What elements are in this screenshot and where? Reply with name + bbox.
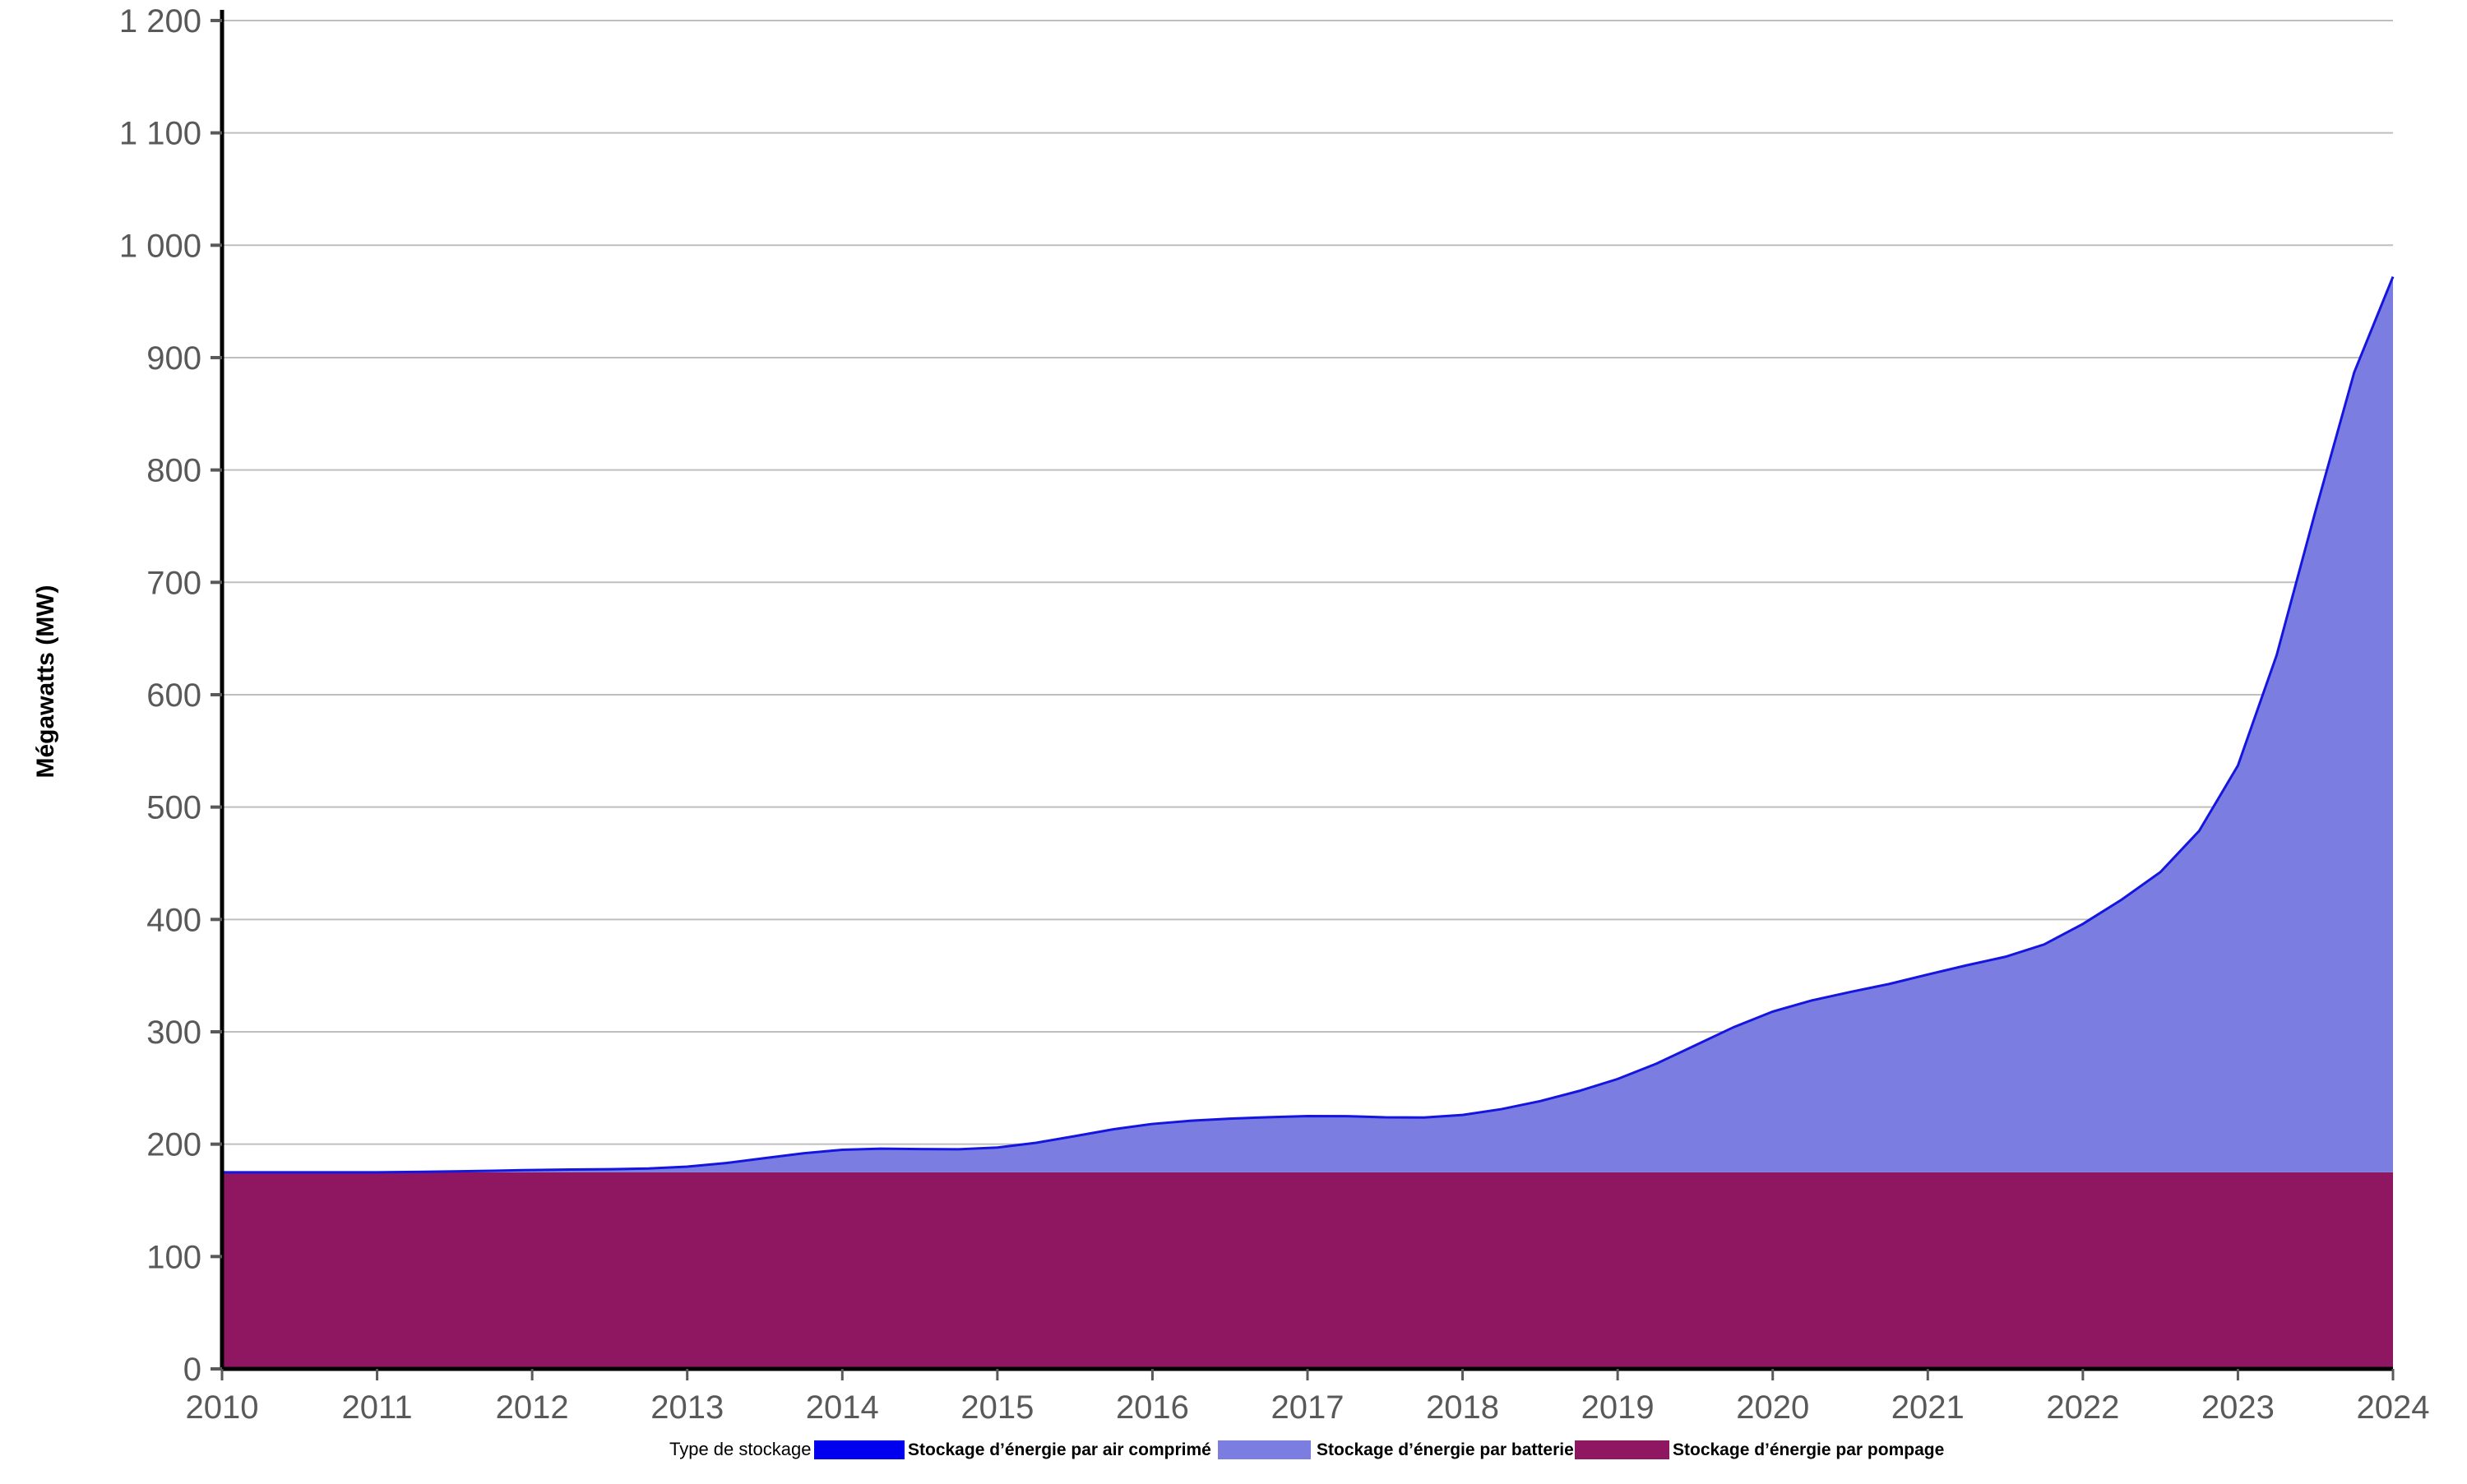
svg-text:2017: 2017 xyxy=(1271,1389,1345,1426)
svg-text:2013: 2013 xyxy=(650,1389,724,1426)
svg-text:300: 300 xyxy=(146,1015,201,1051)
svg-text:500: 500 xyxy=(146,790,201,826)
svg-text:2012: 2012 xyxy=(496,1389,569,1426)
svg-text:Mégawatts (MW): Mégawatts (MW) xyxy=(32,585,59,779)
svg-text:2018: 2018 xyxy=(1426,1389,1499,1426)
svg-text:2014: 2014 xyxy=(806,1389,879,1426)
svg-text:1 000: 1 000 xyxy=(119,228,201,264)
svg-text:0: 0 xyxy=(183,1352,201,1388)
svg-text:2015: 2015 xyxy=(960,1389,1034,1426)
svg-text:2010: 2010 xyxy=(186,1389,259,1426)
svg-text:Type de stockage: Type de stockage xyxy=(669,1439,811,1459)
svg-text:900: 900 xyxy=(146,340,201,377)
svg-text:600: 600 xyxy=(146,677,201,714)
svg-text:1 200: 1 200 xyxy=(119,3,201,39)
svg-text:2023: 2023 xyxy=(2201,1389,2275,1426)
svg-text:2024: 2024 xyxy=(2357,1389,2430,1426)
svg-text:2020: 2020 xyxy=(1736,1389,1809,1426)
svg-text:800: 800 xyxy=(146,453,201,489)
svg-text:700: 700 xyxy=(146,565,201,601)
svg-text:2022: 2022 xyxy=(2046,1389,2119,1426)
svg-text:1 100: 1 100 xyxy=(119,116,201,152)
svg-text:2019: 2019 xyxy=(1581,1389,1655,1426)
svg-text:100: 100 xyxy=(146,1239,201,1275)
svg-text:Stockage d’énergie par air com: Stockage d’énergie par air comprimé xyxy=(908,1440,1211,1459)
svg-text:400: 400 xyxy=(146,902,201,938)
svg-text:Stockage d’énergie par pompage: Stockage d’énergie par pompage xyxy=(1673,1440,1944,1459)
svg-text:2016: 2016 xyxy=(1116,1389,1189,1426)
svg-text:2021: 2021 xyxy=(1891,1389,1965,1426)
svg-text:Stockage d’énergie par batteri: Stockage d’énergie par batterie xyxy=(1317,1440,1574,1459)
svg-text:2011: 2011 xyxy=(342,1389,413,1426)
svg-text:200: 200 xyxy=(146,1127,201,1163)
